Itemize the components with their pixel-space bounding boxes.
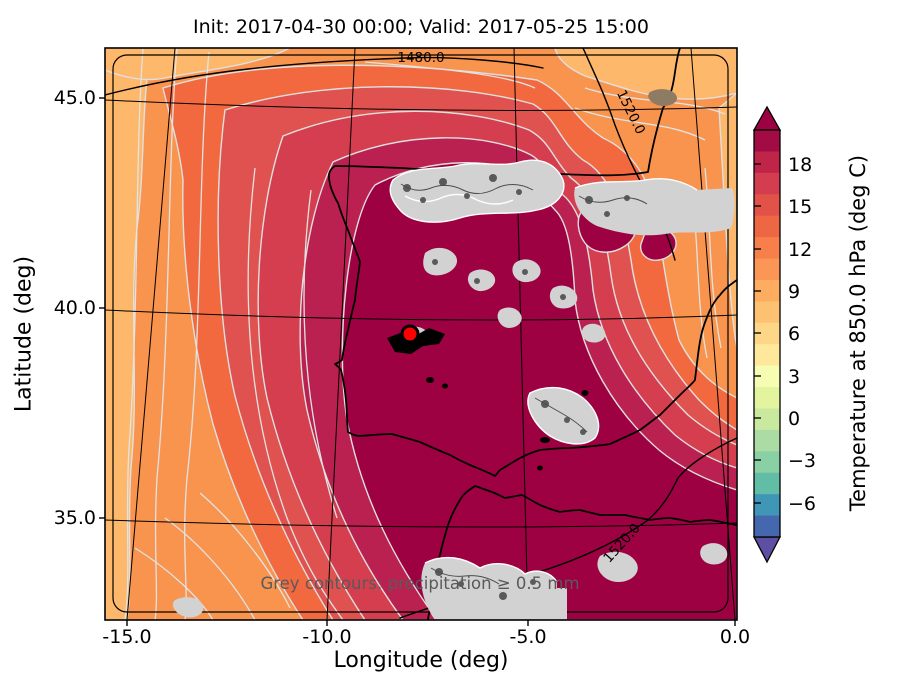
colorbar-arrow-over [752,105,782,131]
map-plot-area: 1480.0 1520.0 1520.0 Grey contours: prec… [99,47,738,626]
x-tick-label: -5.0 [509,626,547,648]
svg-text:0: 0 [788,408,800,430]
y-tick-label: 35.0 [53,507,96,529]
svg-text:6: 6 [788,323,800,345]
colorbar-segments [754,130,780,538]
precipitation-regions [172,89,735,620]
colorbar-tick-marks [754,163,761,504]
svg-text:18: 18 [788,154,812,176]
precipitation-annotation: Grey contours: precipitation ≥ 0.5 mm [260,574,579,593]
plot-title: Init: 2017-04-30 00:00; Valid: 2017-05-2… [193,16,649,38]
colorbar: 18 15 12 9 6 3 0 −3 −6 [752,105,816,564]
temperature-contour-lines [124,48,726,620]
svg-text:9: 9 [788,281,800,303]
colorbar-arrow-under [752,536,782,564]
location-marker [400,324,420,344]
x-axis-label: Longitude (deg) [333,648,509,673]
colorbar-tick-labels: 18 15 12 9 6 3 0 −3 −6 [788,154,816,515]
svg-text:−3: −3 [788,450,816,472]
terrain-patch [648,89,678,106]
x-tick-label: 0.0 [719,626,751,648]
svg-text:12: 12 [788,239,812,261]
axes-frame [104,47,738,621]
domain-boundary [112,54,729,613]
y-tick-label: 45.0 [53,87,96,109]
contour-label-1480: 1480.0 [397,50,444,66]
y-tick-label: 40.0 [53,297,96,319]
axis-tick-marks [99,97,736,626]
svg-text:3: 3 [788,366,800,388]
svg-text:15: 15 [788,196,812,218]
small-black-contours [426,377,589,471]
x-tick-label: -15.0 [102,626,152,648]
y-axis-label: Latitude (deg) [11,255,37,413]
precipitation-speckles [403,174,630,600]
svg-text:−6: −6 [788,493,816,515]
colorbar-label: Temperature at 850.0 hPa (deg C) [846,154,870,512]
graticule [105,48,737,620]
x-tick-label: -10.0 [302,626,352,648]
